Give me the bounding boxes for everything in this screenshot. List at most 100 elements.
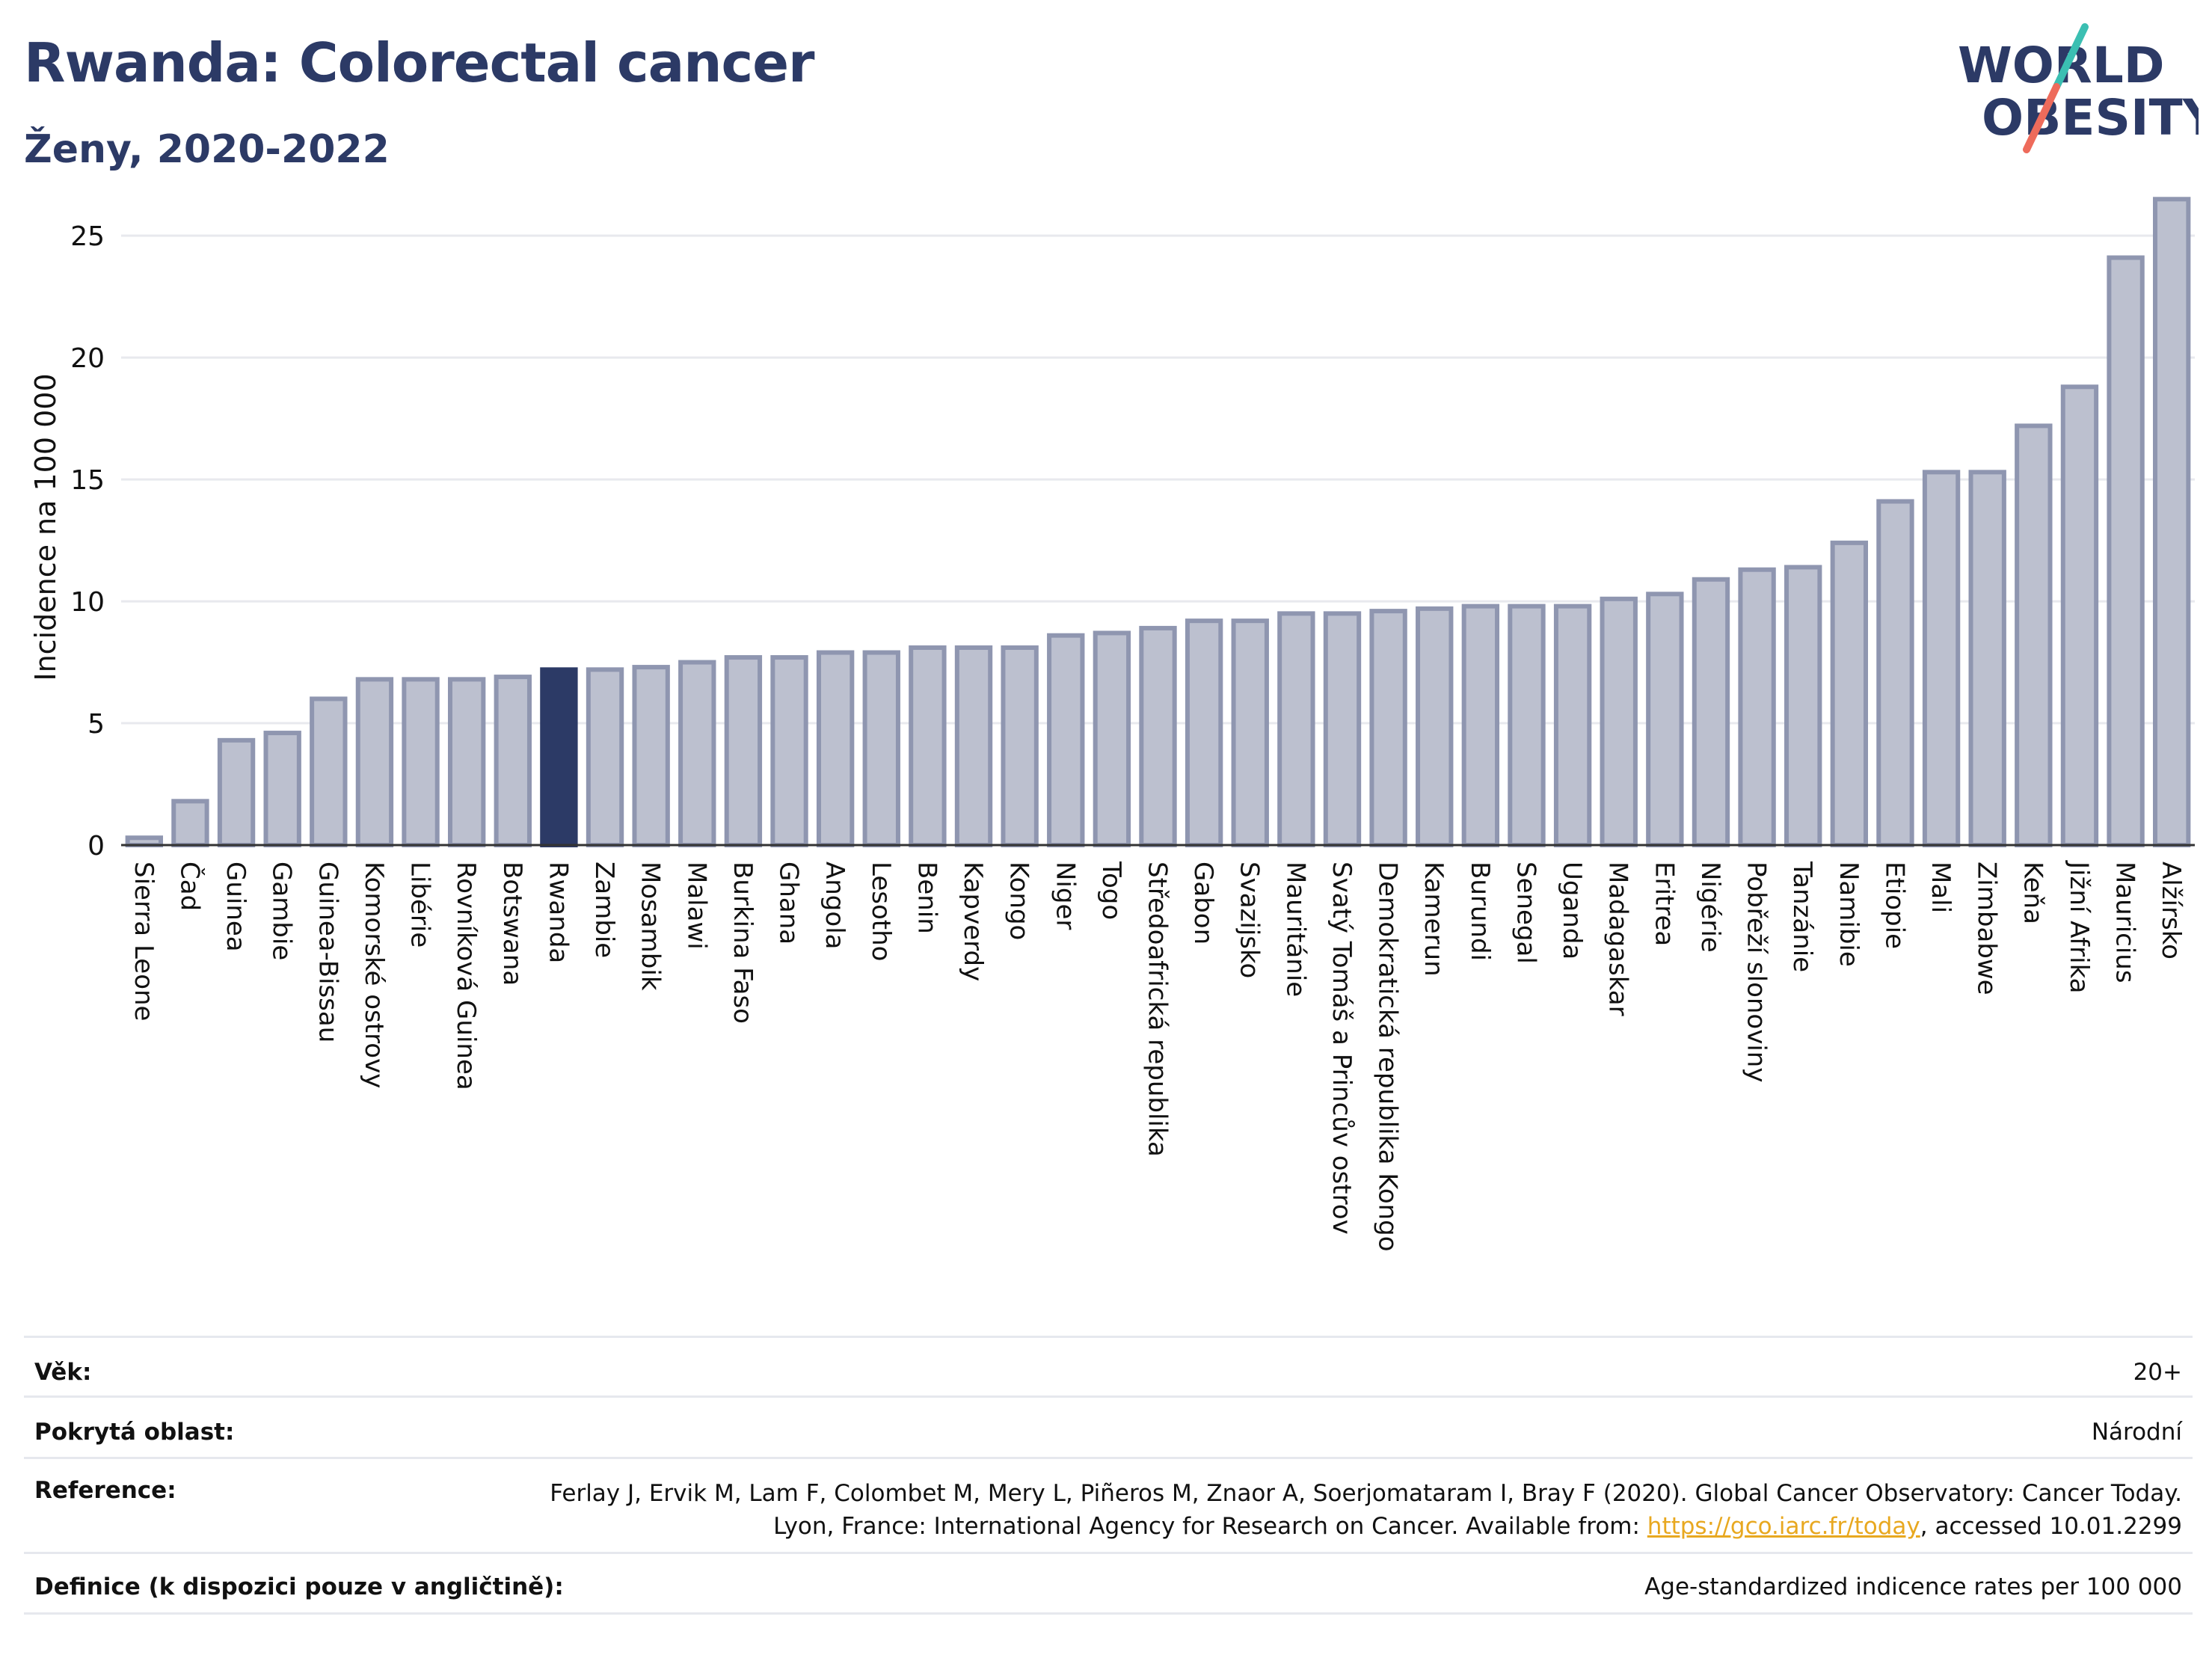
- x-tick-label: Svatý Tomáš a Princův ostrov: [1327, 862, 1357, 1235]
- logo-slash-coral: [2023, 83, 2060, 153]
- x-tick-label: Lesotho: [866, 862, 896, 961]
- reference-link[interactable]: https://gco.iarc.fr/today: [1647, 1513, 1920, 1540]
- bar-Gabon: [1185, 618, 1223, 847]
- metadata-row-coverage: Pokrytá oblast: Národní: [24, 1395, 2193, 1457]
- tick-labels: 0 5 10 15 20 25 Sierra Leone Čad Guinea Gambie Gui…: [70, 221, 2186, 1251]
- x-tick-label: Kapverdy: [958, 862, 988, 981]
- x-tick-label: Libérie: [405, 862, 435, 948]
- bar-Guinea: [217, 737, 256, 848]
- x-tick-label: Togo: [1096, 861, 1126, 920]
- x-tick-label: Tanzánie: [1787, 861, 1817, 972]
- x-tick-label: Ghana: [774, 862, 804, 945]
- bar-Mauritánie: [1277, 611, 1315, 847]
- bar-Jižní Afrika: [2060, 384, 2099, 847]
- y-axis-label: Incidence na 100 000: [29, 373, 62, 681]
- x-tick-label: Rwanda: [543, 862, 573, 963]
- x-tick-label: Eritrea: [1649, 862, 1679, 946]
- x-tick-label: Zambie: [589, 862, 619, 958]
- x-tick-label: Niger: [1050, 862, 1080, 930]
- bar-Kamerun: [1416, 606, 1454, 848]
- x-tick-label: Alžírsko: [2156, 862, 2186, 959]
- definition-label: Definice (k dispozici pouze v angličtině…: [34, 1573, 564, 1600]
- bar-Zambie: [586, 667, 624, 847]
- y-tick-label: 15: [70, 465, 105, 496]
- x-tick-label: Namibie: [1834, 862, 1864, 967]
- bars: [125, 197, 2191, 848]
- bar-Zimbabwe: [1968, 470, 2006, 847]
- x-tick-label: Nigérie: [1695, 862, 1725, 953]
- bar-Mosambik: [632, 665, 670, 848]
- page-title: Rwanda: Colorectal cancer: [24, 31, 815, 94]
- x-tick-label: Botswana: [497, 862, 527, 986]
- bar-Kapverdy: [954, 645, 993, 847]
- y-tick-label: 25: [70, 221, 105, 252]
- bar-Nigérie: [1692, 577, 1730, 847]
- reference-text: Ferlay J, Ervik M, Lam F, Colombet M, Me…: [550, 1480, 2182, 1540]
- bar-Gambie: [263, 731, 301, 848]
- bar-chart: 0 5 10 15 20 25 Sierra Leone Čad Guinea Gambie Gui…: [29, 197, 2195, 1252]
- x-tick-label: Burkina Faso: [728, 862, 758, 1024]
- x-tick-label: Kongo: [1004, 862, 1034, 940]
- bar-Středoafrická republika: [1139, 625, 1177, 847]
- bar-Ghana: [770, 655, 808, 848]
- bar-Eritrea: [1646, 592, 1684, 848]
- x-tick-label: Středoafrická republika: [1143, 862, 1173, 1157]
- bar-Burkina Faso: [724, 655, 763, 848]
- bar-Rovníková Guinea: [447, 677, 486, 847]
- bar-Komorské ostrovy: [355, 677, 394, 847]
- x-tick-label: Gambie: [267, 862, 297, 960]
- x-tick-label: Čad: [174, 862, 205, 911]
- x-tick-label: Mali: [1926, 862, 1956, 913]
- y-tick-label: 5: [87, 709, 105, 740]
- bar-Uganda: [1553, 604, 1592, 847]
- bar-Malawi: [678, 660, 716, 847]
- metadata-row-definition: Definice (k dispozici pouze v angličtině…: [24, 1552, 2193, 1615]
- bar-Namibie: [1830, 540, 1869, 848]
- bar-Botswana: [494, 675, 532, 847]
- metadata-row-age: Věk: 20+: [24, 1336, 2193, 1395]
- bar-Rwanda: [540, 667, 578, 847]
- logo-text-obesity: OBESITY: [1982, 89, 2199, 147]
- bar-Niger: [1047, 633, 1085, 847]
- reference-accessed: , accessed 10.01.2299: [1920, 1513, 2182, 1540]
- x-tick-label: Jižní Afrika: [2064, 860, 2094, 994]
- age-value: 20+: [2133, 1359, 2182, 1386]
- x-tick-label: Angola: [820, 862, 850, 949]
- y-tick-label: 20: [70, 343, 105, 374]
- x-tick-label: Guinea: [221, 862, 251, 952]
- x-tick-label: Sierra Leone: [129, 862, 159, 1021]
- reference-value: Ferlay J, Ervik M, Lam F, Colombet M, Me…: [537, 1477, 2193, 1543]
- x-tick-label: Malawi: [681, 862, 711, 950]
- x-tick-label: Komorské ostrovy: [359, 862, 389, 1088]
- bar-Svatý Tomáš a Princův ostrov: [1323, 611, 1362, 847]
- bar-Pobřeží slonoviny: [1738, 567, 1776, 847]
- bar-Lesotho: [862, 650, 900, 847]
- x-tick-label: Rovníková Guinea: [451, 862, 481, 1090]
- world-obesity-logo: WORLD OBESITY: [1958, 23, 2199, 153]
- x-tick-label: Keňa: [2018, 862, 2047, 924]
- x-tick-label: Mauritánie: [1280, 862, 1310, 997]
- reference-label: Reference:: [34, 1477, 176, 1504]
- y-tick-label: 0: [87, 831, 105, 862]
- coverage-value: Národní: [2091, 1419, 2182, 1446]
- x-tick-label: Mosambik: [636, 862, 666, 991]
- x-tick-label: Benin: [912, 862, 941, 934]
- age-label: Věk:: [34, 1359, 92, 1386]
- x-tick-label: Demokratická republika Kongo: [1373, 862, 1403, 1252]
- x-tick-label: Mauricius: [2110, 862, 2140, 983]
- definition-value: Age-standardized indicence rates per 100…: [1644, 1573, 2182, 1600]
- bar-Togo: [1093, 630, 1131, 847]
- x-tick-label: Kamerun: [1419, 862, 1448, 977]
- bar-Demokratická republika Kongo: [1369, 609, 1407, 847]
- x-tick-label: Pobřeží slonoviny: [1742, 862, 1772, 1082]
- bar-Burundi: [1461, 604, 1500, 847]
- x-tick-label: Etiopie: [1879, 862, 1909, 949]
- x-tick-label: Svazijsko: [1235, 862, 1265, 978]
- bar-Benin: [909, 645, 947, 847]
- bar-Senegal: [1508, 604, 1546, 847]
- x-tick-label: Senegal: [1511, 862, 1540, 964]
- bar-Čad: [171, 799, 209, 848]
- x-tick-label: Gabon: [1188, 862, 1218, 945]
- bar-Kongo: [1001, 645, 1039, 847]
- bar-Mali: [1922, 470, 1961, 847]
